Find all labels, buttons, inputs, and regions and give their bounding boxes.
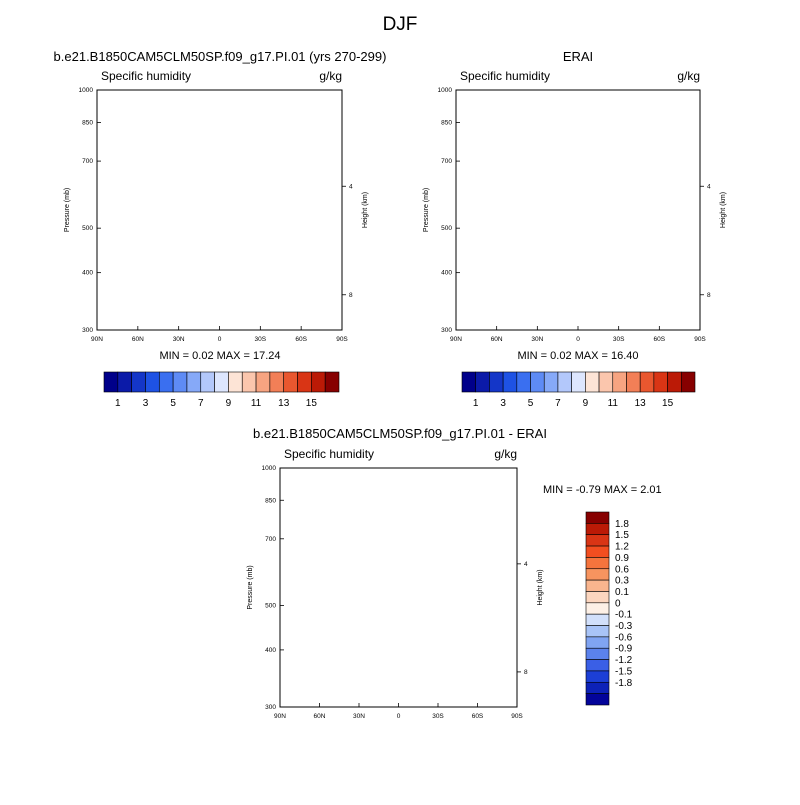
figure-title: DJF <box>383 14 418 35</box>
x-tick-label: 30N <box>173 336 185 343</box>
variable-label: Specific humidity <box>101 69 191 83</box>
y2-tick-label: 8 <box>349 292 353 299</box>
y-tick-label: 700 <box>82 158 93 165</box>
x-tick-label: 90N <box>91 336 103 343</box>
x-tick-label: 90S <box>336 336 348 343</box>
y2-tick-label: 4 <box>349 183 353 190</box>
x-tick-label: 60N <box>132 336 144 343</box>
panel-title-1: b.e21.B1850CAM5CLM50SP.f09_g17.PI.01 (yr… <box>54 49 387 64</box>
x-tick-label: 60S <box>295 336 307 343</box>
x-tick-label: 0 <box>218 336 222 343</box>
x-tick-label: 30S <box>255 336 267 343</box>
y-tick-label: 1000 <box>79 87 94 94</box>
units-label: g/kg <box>319 69 342 83</box>
plot-frame <box>97 90 342 330</box>
min-max-text-1: MIN = 0.02 MAX = 17.24 <box>159 350 280 362</box>
y-tick-label: 300 <box>82 327 93 334</box>
y-tick-label: 850 <box>82 119 93 126</box>
y-tick-label: 500 <box>82 225 93 232</box>
y2-axis-label: Height (km) <box>362 192 369 228</box>
y-axis-label: Pressure (mb) <box>64 188 71 232</box>
y-tick-label: 400 <box>82 270 93 277</box>
